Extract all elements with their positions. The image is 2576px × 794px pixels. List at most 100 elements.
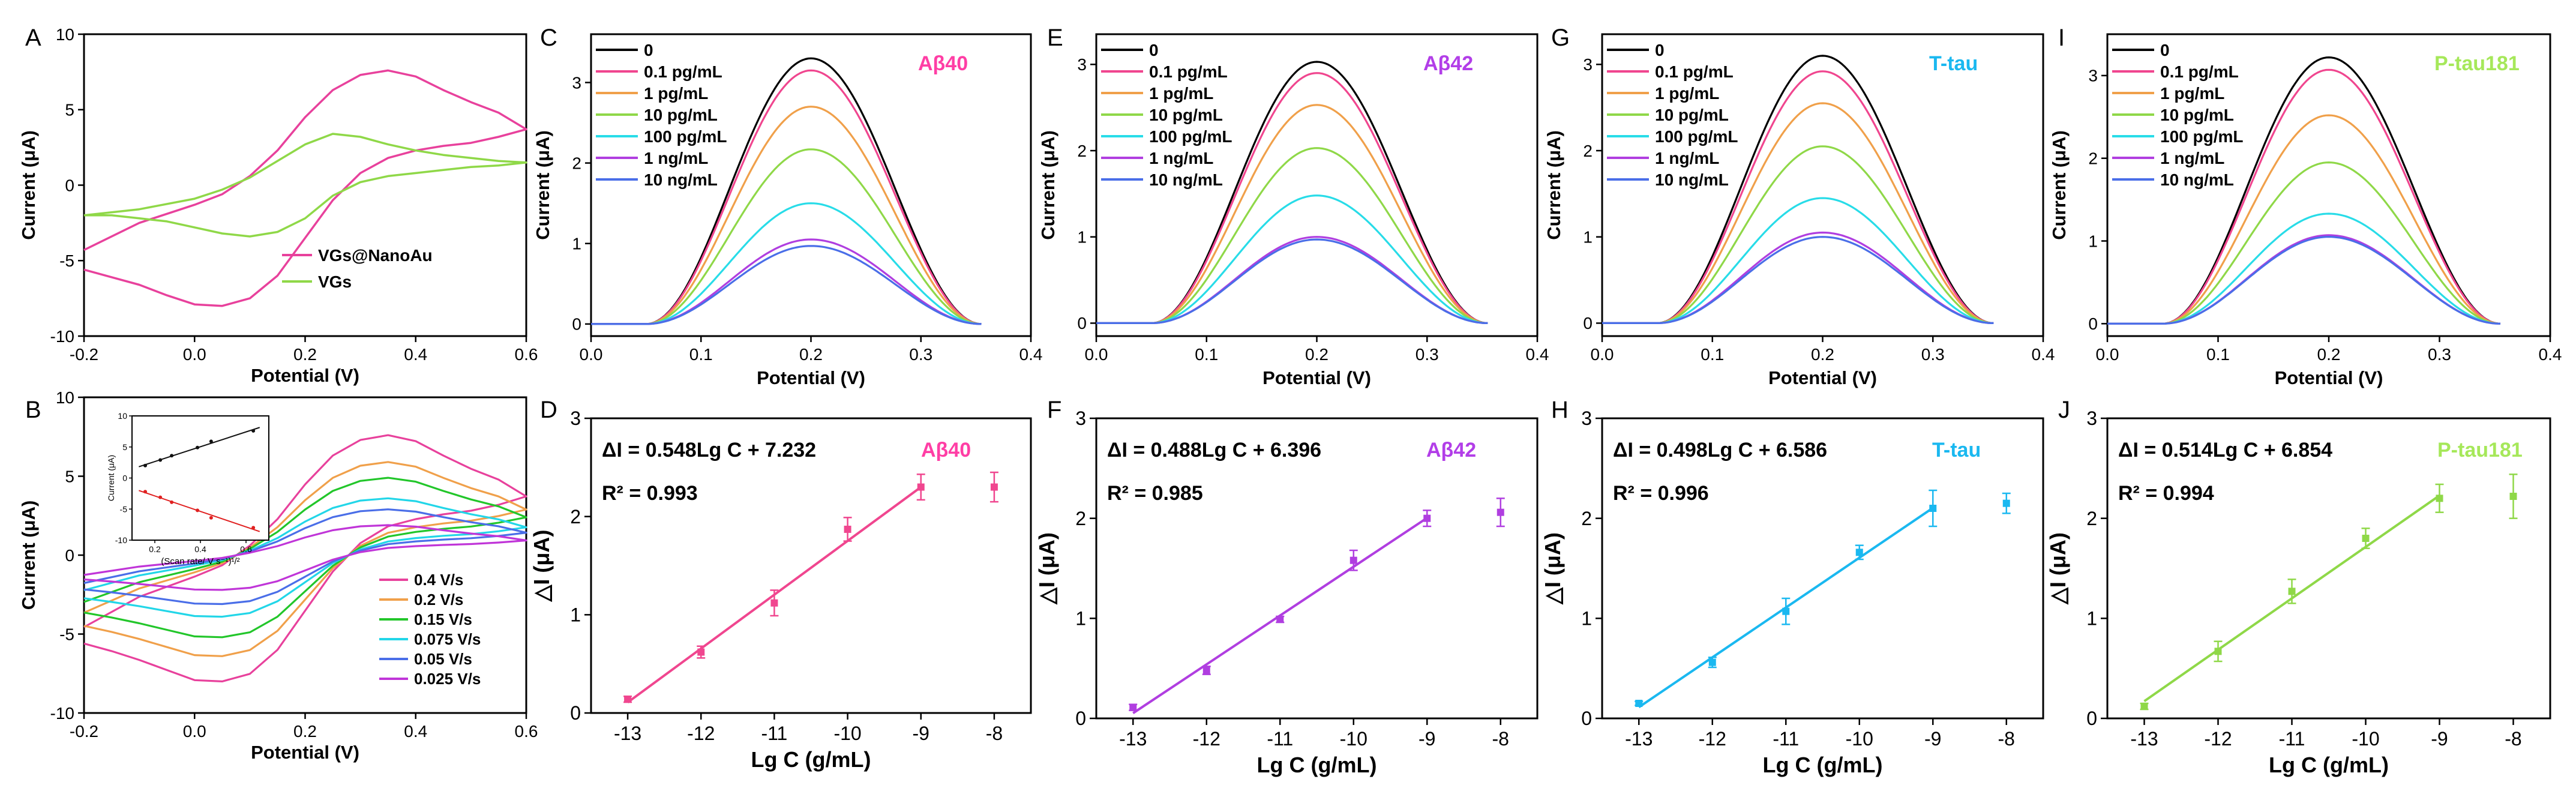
- y-tick-label: 10: [56, 25, 74, 44]
- y-axis-label: Current (μA): [18, 501, 39, 610]
- x-axis-label: Lg C (g/mL): [1763, 753, 1883, 777]
- chart-panel-g: G 0.0 0.1 0.2 0.3 0.4 0 1 2 3 Potential (V) Current…: [1543, 25, 2055, 388]
- x-tick-label: 0.2: [2317, 345, 2341, 364]
- target-label: T-tau: [1929, 52, 1978, 75]
- x-tick-label: -12: [2204, 728, 2232, 750]
- legend-label: 0: [644, 41, 653, 59]
- x-tick-label: 0.0: [580, 345, 603, 364]
- x-tick-label: 0.1: [2206, 345, 2230, 364]
- inset-point: [158, 495, 163, 499]
- x-tick-label: -8: [1998, 728, 2015, 750]
- legend-label: 0.4 V/s: [414, 571, 463, 589]
- y-tick-label: 0: [2088, 314, 2098, 333]
- y-tick-label: 2: [572, 154, 581, 172]
- x-tick-label: -11: [1267, 728, 1293, 750]
- legend-label: 1 ng/mL: [2160, 149, 2224, 167]
- target-label: T-tau: [1932, 439, 1981, 462]
- y-tick-label: 0: [1075, 708, 1086, 729]
- dpv-curve: [1096, 238, 1488, 324]
- y-tick-label: 0: [1581, 708, 1592, 729]
- legend-label: 0.05 V/s: [414, 650, 472, 668]
- x-tick-label: 0.3: [909, 345, 932, 364]
- inset-frame: [131, 415, 269, 541]
- x-tick-label: 0.1: [1701, 345, 1724, 364]
- y-tick-label: 2: [570, 506, 581, 528]
- fit-equation: ΔI = 0.488Lg C + 6.396: [1107, 439, 1321, 462]
- fit-r2: R² = 0.993: [602, 482, 698, 505]
- legend-label: 10 ng/mL: [1655, 170, 1729, 189]
- y-axis-label: Current (μA): [2049, 130, 2070, 240]
- x-tick-label: 0.2: [293, 722, 317, 741]
- plot-frame: [83, 33, 527, 337]
- inset-point: [209, 439, 213, 444]
- legend-label: 100 pg/mL: [1655, 127, 1738, 146]
- inset-x-tick-label: 0.2: [149, 544, 161, 554]
- x-tick-label: 0.1: [689, 345, 713, 364]
- x-tick-label: 0.4: [404, 345, 427, 364]
- x-tick-label: 0.2: [1305, 345, 1329, 364]
- panel-label: A: [25, 25, 41, 51]
- y-tick-label: 1: [1077, 228, 1087, 247]
- cv-curve: [83, 434, 527, 682]
- inset-y-tick-label: -10: [115, 535, 127, 545]
- cv-curve: [83, 477, 527, 639]
- x-tick-label: -0.2: [70, 345, 98, 364]
- inset-point: [170, 454, 174, 458]
- panel-label: G: [1551, 25, 1570, 51]
- y-tick-label: 3: [2088, 67, 2098, 85]
- y-tick-label: -5: [59, 251, 74, 270]
- x-tick-label: 0.2: [1811, 345, 1834, 364]
- target-label: Aβ42: [1426, 439, 1476, 462]
- data-point: [2509, 493, 2517, 500]
- inset-y-tick-label: 5: [122, 442, 127, 452]
- x-tick-label: -12: [687, 723, 715, 744]
- x-tick-label: 0.0: [1085, 345, 1108, 364]
- y-tick-label: -5: [59, 625, 74, 643]
- x-tick-label: -13: [614, 723, 641, 744]
- y-axis-label: Current (μA): [18, 130, 39, 240]
- y-tick-label: 5: [65, 467, 74, 486]
- target-label: Aβ40: [918, 52, 968, 75]
- y-tick-label: 1: [572, 235, 581, 253]
- y-tick-label: 1: [2088, 232, 2098, 250]
- legend-label: VGs: [318, 272, 352, 291]
- y-tick-label: 3: [1075, 408, 1086, 429]
- legend-label: 0: [2160, 41, 2170, 59]
- y-tick-label: 1: [570, 604, 581, 626]
- legend-label: 10 ng/mL: [2160, 170, 2234, 189]
- plot-frame: [1095, 417, 1539, 720]
- x-tick-label: -10: [2352, 728, 2379, 750]
- x-tick-label: 0.4: [2032, 345, 2055, 364]
- inset-y-tick-label: 10: [118, 411, 127, 421]
- y-tick-label: 0: [570, 702, 581, 724]
- y-tick-label: 2: [2086, 508, 2097, 529]
- data-point: [1782, 607, 1790, 615]
- x-tick-label: -13: [1119, 728, 1147, 750]
- dpv-curve: [2107, 234, 2501, 325]
- x-axis-label: Lg C (g/mL): [1257, 753, 1377, 777]
- fit-equation: ΔI = 0.514Lg C + 6.854: [2118, 439, 2332, 462]
- data-point: [770, 599, 778, 607]
- y-tick-label: -10: [50, 704, 74, 723]
- target-label: Aβ42: [1423, 52, 1473, 75]
- y-tick-label: 10: [56, 388, 74, 407]
- fit-r2: R² = 0.996: [1613, 482, 1709, 505]
- x-tick-label: -8: [986, 723, 1003, 744]
- chart-panel-i: I 0.0 0.1 0.2 0.3 0.4 0 1 2 3 Potential (V) Current…: [2049, 25, 2562, 388]
- legend-label: 0.2 V/s: [414, 591, 463, 609]
- x-tick-label: -9: [1419, 728, 1435, 750]
- x-axis-label: Potential (V): [2275, 367, 2383, 388]
- x-tick-label: -0.2: [70, 722, 98, 741]
- chart-panel-d: D -13 -12 -11 -10 -9 -8 0 1 2 3 Lg C (g/mL) △I (μA) Δ…: [529, 397, 1032, 772]
- data-point: [1129, 703, 1137, 711]
- y-tick-label: 0: [572, 315, 581, 334]
- inset-point: [251, 526, 256, 530]
- target-label: Aβ40: [921, 439, 971, 462]
- cv-curve: [83, 69, 527, 307]
- x-tick-label: 0.4: [404, 722, 427, 741]
- chart-panel-b: B -0.2 0.0 0.2 0.4 0.6 -10 -5 0 5 10 Potential (V) C…: [18, 388, 538, 763]
- inset-point: [143, 490, 148, 494]
- fit-line: [1132, 517, 1428, 714]
- y-tick-label: 2: [1075, 508, 1086, 529]
